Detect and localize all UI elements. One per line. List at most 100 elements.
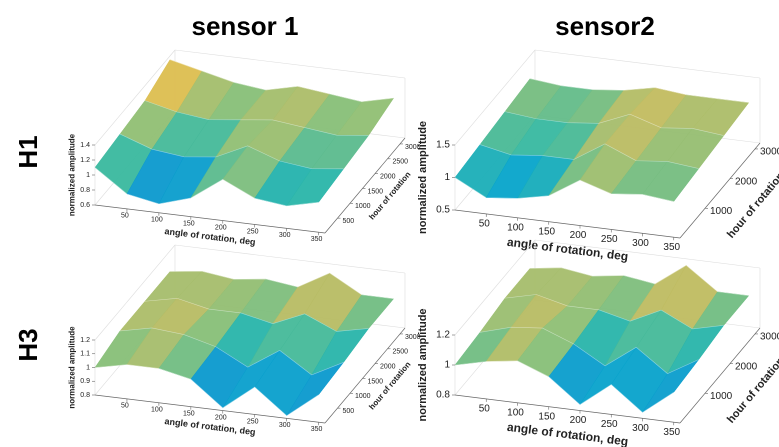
column-title: sensor2 [555,11,655,41]
axis-box [534,49,761,79]
z-tick-label: 1 [86,172,90,179]
x-tick-label: 300 [279,422,291,429]
mesh-line [169,271,394,300]
z-tick-label: 0.6 [80,202,90,209]
axis-line [679,327,761,424]
y-tick-label: 500 [343,408,355,415]
y-tick-label: 1000 [710,206,733,217]
mesh-line [479,326,699,374]
y-tick-label: 1000 [355,393,371,400]
mesh-line [504,111,724,136]
axis-box [174,244,406,274]
mesh-line [529,78,749,103]
mesh-line [94,167,319,207]
z-axis-label: normalized amplitude [68,326,77,409]
x-tick-label: 200 [215,224,227,231]
mesh-line [504,294,724,330]
axis-box [454,49,536,146]
mesh-line [479,143,699,169]
x-tick-label: 100 [507,407,524,418]
z-tick-label: 1.2 [80,337,90,344]
x-tick-label: 350 [663,242,680,253]
z-tick-label: 1 [444,172,450,183]
axis-box [454,239,536,336]
x-tick-label: 250 [247,418,259,425]
axis-box [174,49,406,79]
x-tick-label: 100 [151,217,163,224]
x-tick-label: 150 [538,411,555,422]
y-tick-label: 1000 [710,391,733,402]
z-axis-label: normalized amplitude [417,308,429,421]
mesh-line [169,59,394,103]
z-tick-label: 0.5 [436,205,450,216]
x-tick-label: 200 [570,415,587,426]
z-axis-label: normalized amplitude [68,133,77,216]
x-tick-label: 150 [183,221,195,228]
x-tick-label: 300 [279,232,291,239]
y-tick-label: 1000 [355,203,371,210]
mesh-line [119,133,344,170]
surface-plot: 50 100 150 200 250 300 350 500 1000 1500 2000 2500 3… [68,49,421,247]
x-tick-label: 50 [479,404,491,415]
y-tick-label: 3000 [405,334,421,341]
surface-plot: 501001502002503003501000200030000.811.2a… [417,239,779,447]
y-tick-label: 3000 [760,147,779,158]
row-title: H3 [13,328,43,361]
x-tick-label: 150 [538,226,555,237]
axis-box [534,239,761,269]
axis-line [679,142,761,239]
x-tick-label: 350 [311,426,323,433]
x-tick-label: 200 [570,230,587,241]
y-tick-label: 1500 [368,188,384,195]
x-tick-label: 50 [121,213,129,220]
x-axis-label: angle of rotation, deg [164,226,256,247]
z-tick-label: 1.5 [436,140,450,151]
y-tick-label: 3000 [405,144,421,151]
y-tick-label: 2500 [393,159,409,166]
axis-line [324,137,406,234]
surface-plot: 50 100 150 200 250 300 350 500 1000 1500 2000 2500 3… [68,244,421,437]
y-tick-label: 2000 [735,361,758,372]
mesh-line [144,297,369,332]
mesh-line [94,364,319,416]
mesh-line [454,360,674,413]
x-tick-label: 250 [247,228,259,235]
x-axis-label: angle of rotation, deg [164,416,256,437]
x-tick-label: 350 [311,236,323,243]
mesh-line [144,100,369,136]
x-tick-label: 100 [507,222,524,233]
z-tick-label: 0.8 [436,390,450,401]
y-tick-label: 2000 [380,363,396,370]
y-tick-label: 500 [343,218,355,225]
x-tick-label: 300 [632,238,649,249]
column-title: sensor 1 [192,11,299,41]
axis-line [324,327,406,424]
x-tick-label: 100 [151,407,163,414]
x-tick-label: 50 [479,219,491,230]
y-tick-label: 3000 [760,332,779,343]
x-tick-label: 200 [215,414,227,421]
z-tick-label: 0.8 [80,187,90,194]
x-tick-label: 350 [663,427,680,438]
x-tick-label: 50 [121,403,129,410]
axis-box [94,244,176,341]
z-tick-label: 0.8 [80,392,90,399]
z-tick-label: 1.2 [436,330,450,341]
axis-line [94,204,326,234]
z-tick-label: 1.1 [80,351,90,358]
surface-plot: 501001502002503003501000200030000.511.5a… [417,49,779,264]
y-tick-label: 1500 [368,378,384,385]
z-tick-label: 1 [444,360,450,371]
mesh-line [454,177,674,202]
z-tick-label: 0.9 [80,378,90,385]
y-tick-label: 2500 [393,349,409,356]
mesh-line [529,265,749,296]
y-tick-label: 2000 [735,176,758,187]
mesh-line [119,327,344,376]
z-tick-label: 1.4 [80,142,90,149]
z-tick-label: 1.2 [80,157,90,164]
axis-box [94,49,176,146]
z-tick-label: 1 [86,364,90,371]
x-tick-label: 250 [601,234,618,245]
